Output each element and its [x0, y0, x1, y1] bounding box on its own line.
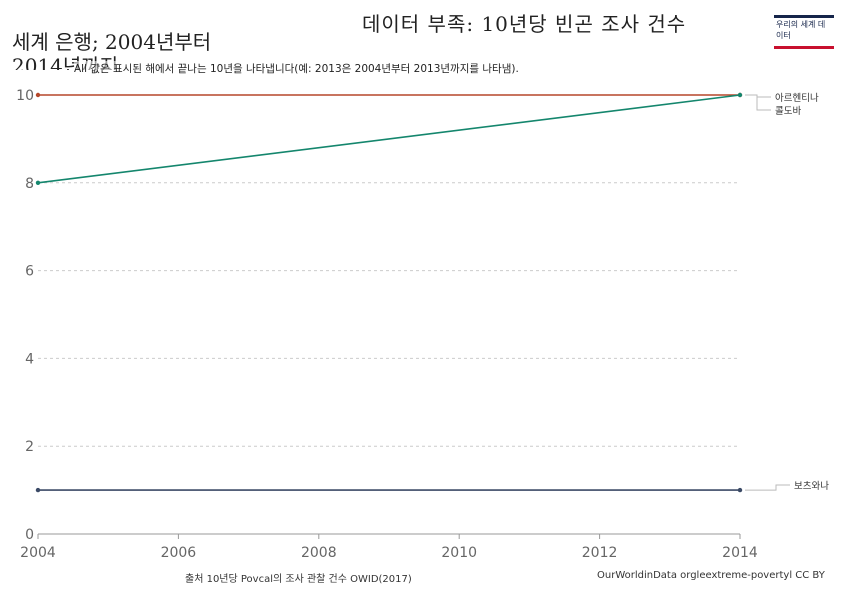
- source-footer: 출처 10년당 Povcal의 조사 관찰 건수 OWID(2017): [185, 574, 412, 585]
- legend-label: 아르헨티나: [775, 92, 819, 104]
- data-point: [35, 92, 41, 98]
- legend-label: 보츠와나: [794, 480, 829, 492]
- chart-title: 데이터 부족: 10년당 빈곤 조사 건수: [362, 12, 687, 36]
- legend-connector: [745, 94, 771, 111]
- x-tick-label: 2008: [301, 545, 337, 561]
- x-tick-label: 2010: [441, 545, 477, 561]
- data-point: [737, 92, 743, 98]
- y-tick-label: 4: [25, 351, 34, 367]
- data-point: [737, 487, 743, 493]
- x-tick-label: 2012: [582, 545, 618, 561]
- x-tick-label: 2006: [161, 545, 197, 561]
- y-tick-label: 2: [25, 439, 34, 455]
- data-point: [35, 180, 41, 185]
- series-group: [35, 92, 743, 493]
- logo-bottom-bar: [774, 46, 834, 49]
- logo-top-bar: [774, 15, 834, 18]
- chart-note: All 값은 표시된 해에서 끝나는 10년을 나타냅니다(예: 2013은 2…: [74, 61, 519, 76]
- logo-text: 우리의 세계 데이터: [776, 20, 826, 40]
- y-tick-label: 8: [25, 176, 34, 192]
- legend-connector: [745, 484, 790, 491]
- owid-logo[interactable]: 우리의 세계 데이터: [774, 15, 834, 49]
- y-tick-label: 0: [25, 527, 34, 543]
- x-tick-label: 2014: [722, 545, 758, 561]
- axes: 0 2 4 6 8 10 2004 2006 2008 2010 2012 2014: [16, 88, 758, 561]
- credit-footer[interactable]: OurWorldinData orgleextreme-povertyl CC …: [597, 570, 825, 581]
- series-line: [37, 94, 741, 184]
- grid-lines: [38, 94, 740, 447]
- x-tick-label: 2004: [20, 545, 56, 561]
- data-point: [35, 487, 41, 493]
- y-tick-label: 10: [16, 88, 34, 104]
- legend-label: 콜도바: [775, 106, 801, 117]
- chart-subtitle: 세계 은행; 2004년부터 2014년까지: [12, 30, 212, 70]
- y-tick-label: 6: [25, 264, 34, 280]
